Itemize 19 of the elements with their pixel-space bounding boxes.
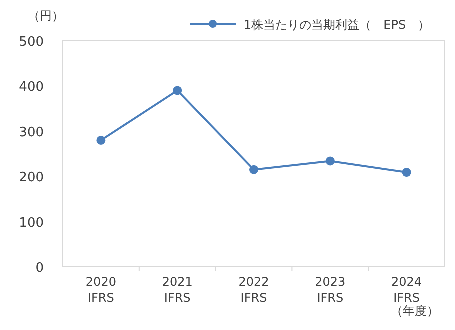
x-tick-label: 2020 IFRS xyxy=(86,275,116,305)
x-tick-label: 2021 IFRS xyxy=(162,275,193,305)
y-tick-label: 0 xyxy=(36,261,44,276)
x-axis-title: （年度） xyxy=(390,304,439,318)
x-tick-label: 2023 IFRS xyxy=(315,275,346,305)
point xyxy=(173,86,182,96)
point xyxy=(250,165,258,174)
x-tick-label: 2022 IFRS xyxy=(238,275,270,305)
legend-label: 1株当たりの当期利益（ EPS ） xyxy=(244,18,430,32)
y-tick-label: 200 xyxy=(19,170,44,186)
y-axis-title: （円） xyxy=(28,9,64,23)
y-tick-label: 400 xyxy=(19,80,44,96)
y-tick-label: 500 xyxy=(19,35,44,50)
point xyxy=(326,156,335,166)
y-tick-label: 100 xyxy=(19,216,44,231)
x-tick-label: 2024 IFRS xyxy=(392,275,422,305)
y-tick-label: 300 xyxy=(19,125,44,140)
point xyxy=(402,168,412,178)
point xyxy=(96,136,106,145)
